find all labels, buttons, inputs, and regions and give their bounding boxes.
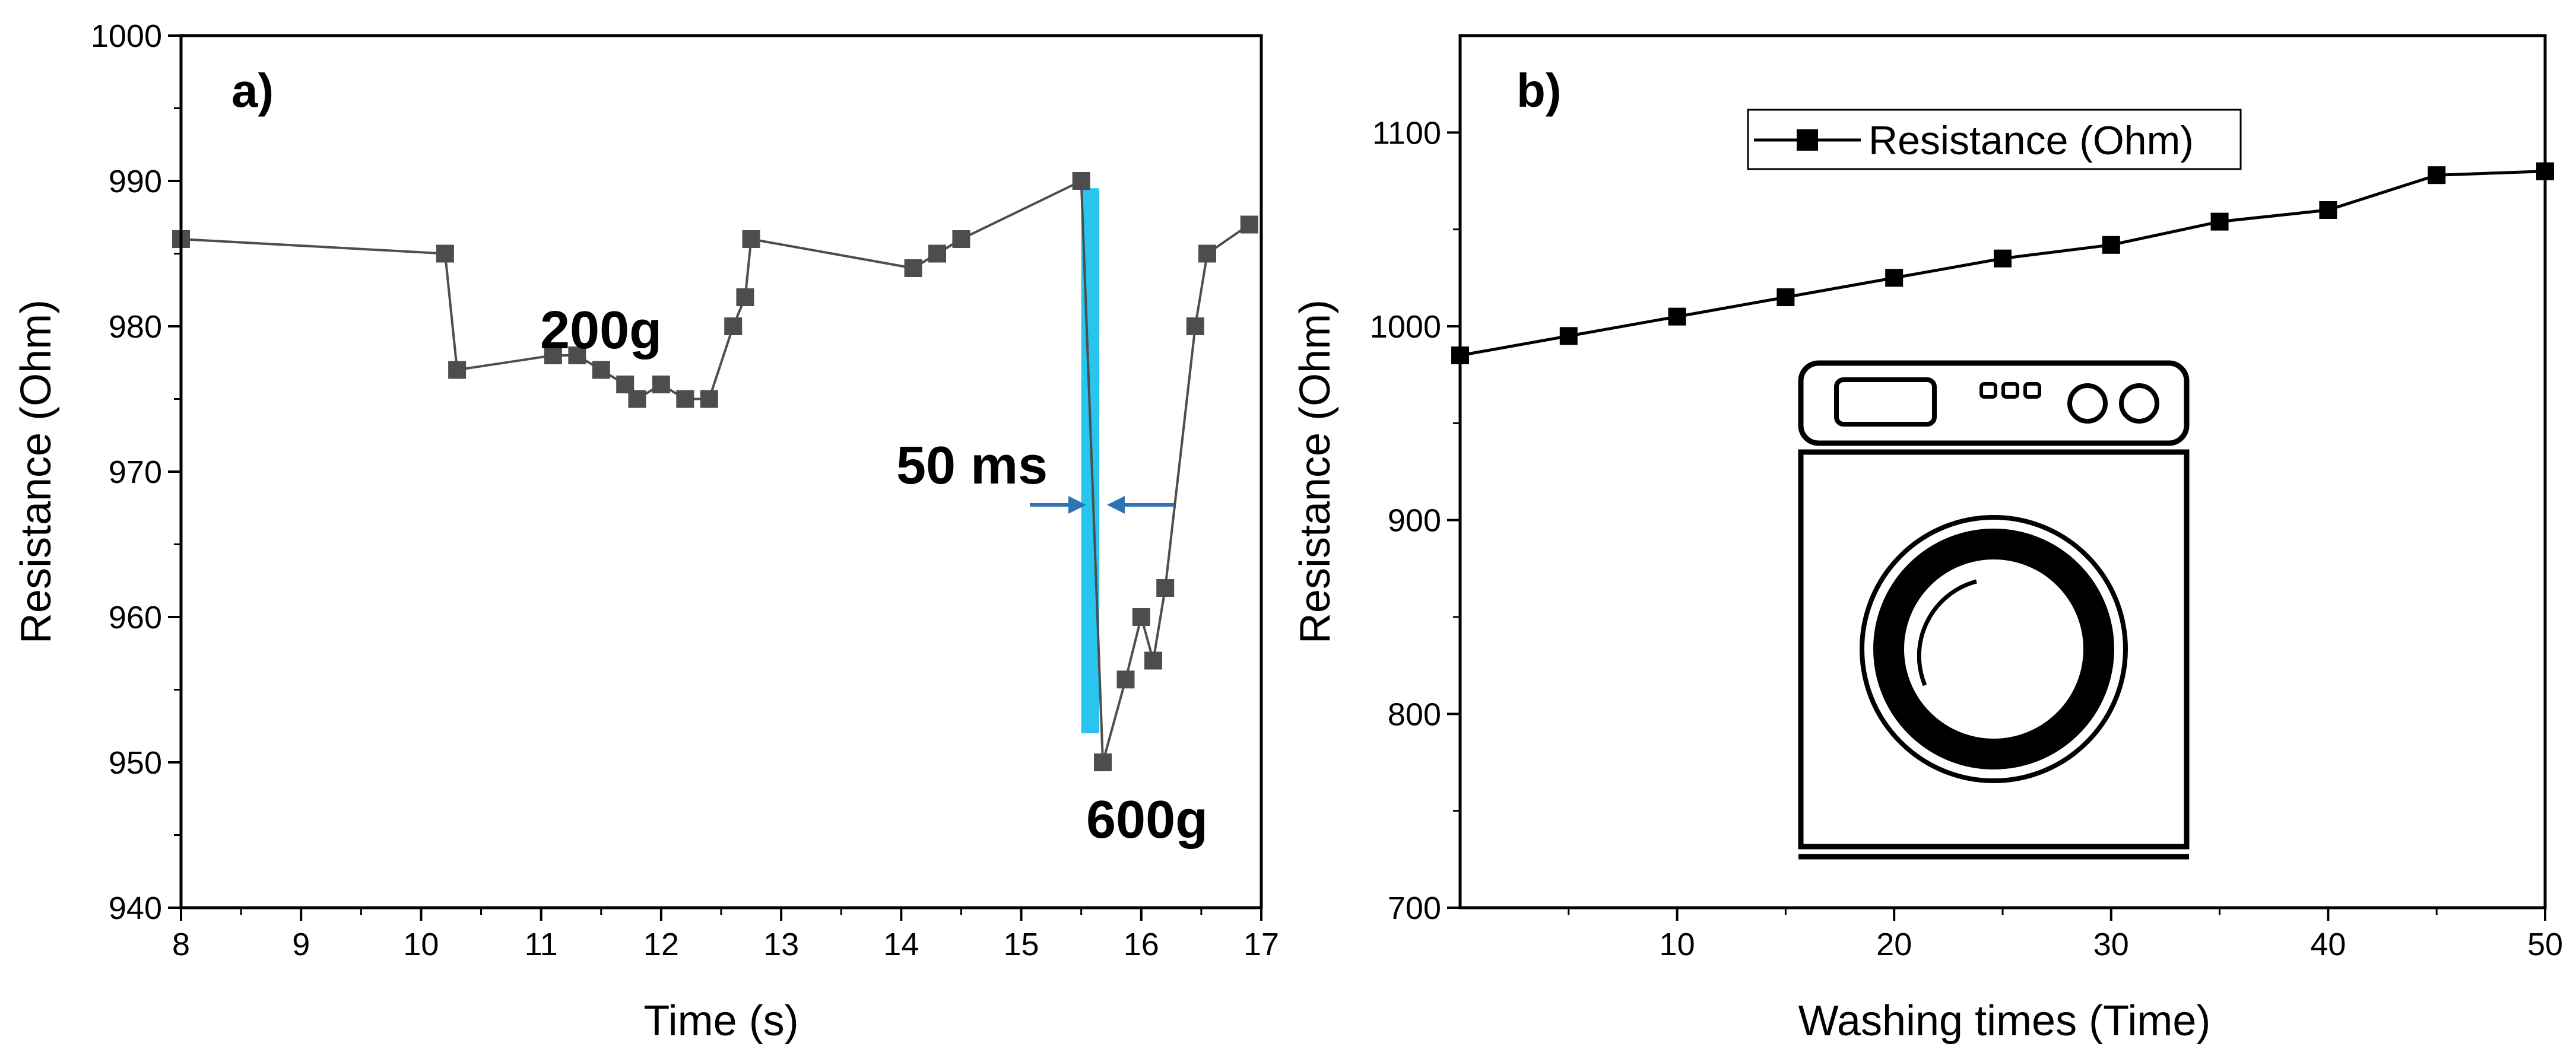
panel-a-data-point: [1116, 670, 1135, 689]
panel-b-data-point: [2210, 212, 2229, 231]
panel-a-data-point: [700, 390, 718, 408]
panel-b-x-tick-label: 40: [2310, 927, 2346, 962]
panel-b-y-tick-label: 800: [1388, 697, 1441, 732]
panel-b: 10 20 30 40 50 700 800 900 1000 1100 b) Washing t…: [1292, 34, 2563, 1045]
panel-b-data-point: [1994, 249, 2012, 268]
panel-b-data-point: [1559, 327, 1578, 345]
panel-a-y-tick-label: 1000: [91, 18, 162, 54]
panel-b-series: [1451, 162, 2554, 364]
panel-a-x-tick-label: 12: [643, 927, 679, 962]
panel-a-data-point: [1072, 172, 1090, 190]
panel-a-y-tick-label: 940: [109, 891, 162, 926]
panel-b-y-tick-label: 1100: [1372, 115, 1441, 151]
panel-a-data-point: [544, 346, 562, 364]
panel-a: 8 9 10 11 12 13 14 15 16 17 940 950 960 970 980 990 1000…: [12, 18, 1279, 1045]
panel-b-data-point: [1776, 288, 1795, 306]
panel-a-data-point: [1156, 579, 1175, 597]
panel-b-x-tick-label: 50: [2527, 927, 2563, 962]
panel-b-y-axis-title: Resistance (Ohm): [1292, 300, 1339, 644]
panel-a-y-tick-label: 960: [109, 600, 162, 635]
panel-a-data-point: [628, 390, 646, 408]
panel-a-data-point: [952, 230, 970, 248]
panel-a-y-tick-label: 980: [109, 309, 162, 345]
panel-a-x-tick-label: 17: [1243, 927, 1279, 962]
panel-a-data-point: [724, 317, 743, 335]
panel-a-axis-ticks: 8 9 10 11 12 13 14 15 16 17 940 950 960 970 980 990 1000: [91, 18, 1279, 962]
panel-a-data-point: [1186, 317, 1204, 335]
panel-b-data-point: [2428, 166, 2446, 185]
panel-b-data-point: [1668, 307, 1686, 326]
panel-a-data-point: [592, 361, 610, 379]
panel-a-data-point: [742, 230, 760, 248]
panel-a-data-point: [904, 259, 922, 277]
annotation-50ms: 50 ms: [896, 436, 1048, 495]
panel-a-data-point: [1198, 244, 1216, 263]
panel-a-data-point: [1240, 215, 1258, 234]
panel-a-data-point: [928, 244, 946, 263]
legend-marker: [1797, 129, 1818, 151]
panel-a-data-point: [736, 288, 754, 306]
panel-a-x-tick-label: 15: [1004, 927, 1039, 962]
panel-b-data-point: [2319, 201, 2337, 219]
panel-b-axis-ticks: 10 20 30 40 50 700 800 900 1000 1100: [1370, 115, 2563, 962]
panel-a-data-point: [676, 390, 694, 408]
panel-a-y-tick-label: 990: [109, 164, 162, 199]
panel-b-y-tick-label: 700: [1388, 891, 1441, 926]
panel-b-y-tick-label: 1000: [1370, 309, 1441, 345]
panel-a-label: a): [231, 64, 274, 117]
legend-label: Resistance (Ohm): [1868, 118, 2194, 163]
panel-a-x-axis-title: Time (s): [643, 997, 798, 1045]
arrow-right-head: [1068, 496, 1086, 514]
panel-a-y-tick-label: 970: [109, 454, 162, 490]
panel-a-data-point: [568, 346, 586, 364]
washing-machine-icon: [1798, 360, 2190, 860]
legend: Resistance (Ohm): [1747, 109, 2242, 170]
panel-b-y-tick-label: 900: [1388, 503, 1441, 539]
panel-b-data-point: [1885, 269, 1904, 287]
panel-b-data-point: [2102, 236, 2120, 254]
annotation-600g: 600g: [1086, 790, 1208, 850]
panel-a-y-tick-label: 950: [109, 745, 162, 781]
panel-a-data-point: [1144, 651, 1162, 670]
panel-a-x-tick-label: 13: [763, 927, 799, 962]
panel-b-x-tick-label: 30: [2093, 927, 2129, 962]
panel-a-x-tick-label: 10: [403, 927, 439, 962]
panel-a-data-point: [448, 361, 467, 379]
panel-b-x-tick-label: 10: [1660, 927, 1695, 962]
panel-a-x-tick-label: 8: [172, 927, 190, 962]
panel-b-x-tick-label: 20: [1876, 927, 1912, 962]
arrow-left-head: [1107, 496, 1125, 514]
response-time-arrows: [1030, 496, 1174, 514]
panel-a-data-point: [1132, 608, 1150, 626]
annotation-200g: 200g: [540, 301, 662, 360]
panel-a-data-point: [652, 376, 670, 393]
panel-a-data-point: [1094, 753, 1112, 771]
panel-a-data-point: [436, 244, 454, 263]
panel-a-x-tick-label: 9: [292, 927, 310, 962]
panel-a-x-tick-label: 16: [1124, 927, 1159, 962]
panel-a-x-tick-label: 11: [525, 927, 558, 962]
panel-a-x-tick-label: 14: [883, 927, 919, 962]
panel-b-x-axis-title: Washing times (Time): [1798, 997, 2211, 1045]
panel-b-label: b): [1517, 64, 1562, 117]
panel-a-y-axis-title: Resistance (Ohm): [12, 300, 60, 644]
